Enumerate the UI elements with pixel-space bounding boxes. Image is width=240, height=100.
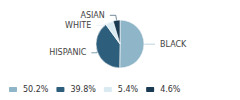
svg-text:WHITE: WHITE [65,21,91,30]
svg-text:50.2%: 50.2% [23,85,49,94]
svg-text:5.4%: 5.4% [118,85,139,94]
svg-text:4.6%: 4.6% [160,85,181,94]
svg-text:BLACK: BLACK [160,40,187,49]
svg-text:39.8%: 39.8% [70,85,96,94]
svg-text:HISPANIC: HISPANIC [49,48,87,57]
svg-text:ASIAN: ASIAN [80,11,104,20]
